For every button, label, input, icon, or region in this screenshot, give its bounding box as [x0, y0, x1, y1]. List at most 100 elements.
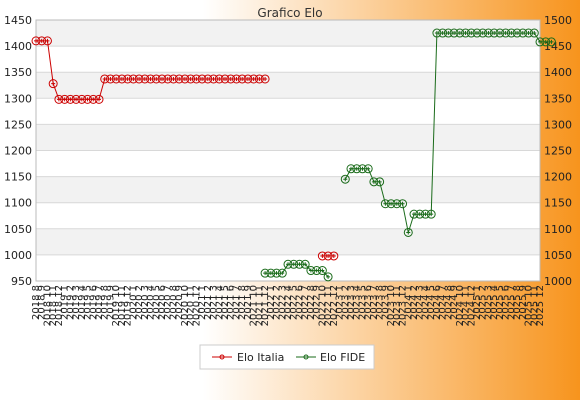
x-tick-label: 2022 8: [306, 285, 317, 320]
x-tick-label: 2023 10: [386, 285, 397, 326]
x-tick-label: 2021 3: [209, 285, 220, 320]
legend-fide-marker: [303, 354, 309, 360]
left-axis-ticks: 950 1000 1050 1100 1150 1200 1250 1300 1350 1400 1…: [4, 14, 32, 288]
data-point-fide: [323, 272, 333, 282]
data-point-cross: [532, 31, 537, 36]
x-tick-label: 2019 10: [111, 285, 122, 326]
x-tick-label: 2024 12: [466, 285, 477, 326]
x-tick-label: 2018 9: [37, 285, 48, 320]
left-tick-label: 1200: [4, 145, 32, 158]
right-tick-label: 1400: [544, 66, 572, 79]
x-tick-label: 2020 12: [191, 285, 202, 326]
data-point-cross: [326, 274, 331, 279]
x-tick-label: 2018 10: [42, 285, 53, 326]
data-point-italia: [260, 74, 270, 84]
left-tick-label: 1050: [4, 223, 32, 236]
x-tick-label: 2021 9: [243, 285, 254, 320]
x-tick-label: 2021 5: [220, 285, 231, 320]
x-tick-label: 2022 1: [266, 285, 277, 320]
data-point-italia: [94, 94, 104, 104]
right-axis-ticks: 1000105011001150120012501300135014001450…: [544, 14, 572, 288]
data-point-cross: [406, 230, 411, 235]
x-tick-label: 2025 12: [535, 285, 546, 326]
right-tick-label: 1000: [544, 275, 572, 288]
right-tick-label: 1150: [544, 197, 572, 210]
x-tick-label: 2020 7: [163, 285, 174, 320]
series-layer: [31, 28, 556, 282]
data-point-cross: [377, 179, 382, 184]
x-tick-label: 2021 11: [254, 285, 265, 326]
x-tick-label: 2019 12: [123, 285, 134, 326]
data-point-italia: [329, 251, 339, 261]
x-tick-label: 2024 4: [420, 285, 431, 320]
x-tick-label: 2025 6: [501, 285, 512, 320]
x-tick-label: 2020 9: [174, 285, 185, 320]
x-tick-label: 2023 9: [380, 285, 391, 320]
x-tick-label: 2022 5: [289, 285, 300, 320]
x-tick-label: 2022 12: [329, 285, 340, 326]
data-point-fide: [317, 266, 327, 276]
x-tick-label: 2023 6: [363, 285, 374, 320]
x-tick-label: 2023 11: [392, 285, 403, 326]
data-point-fide: [398, 199, 408, 209]
x-tick-label: 2020 2: [134, 285, 145, 320]
x-tick-label: 2025 9: [518, 285, 529, 320]
x-tick-label: 2021 12: [260, 285, 271, 326]
x-tick-label: 2024 6: [432, 285, 443, 320]
x-tick-label: 2020 10: [180, 285, 191, 326]
x-tick-label: 2025 4: [489, 285, 500, 320]
left-tick-label: 1350: [4, 66, 32, 79]
x-tick-label: 2020 11: [186, 285, 197, 326]
x-tick-label: 2023 5: [357, 285, 368, 320]
x-tick-label: 2024 5: [426, 285, 437, 320]
x-tick-label: 2020 8: [168, 285, 179, 320]
data-point-fide: [375, 177, 385, 187]
x-tick-label: 2018 11: [48, 285, 59, 326]
data-point-fide: [277, 268, 287, 278]
data-point-italia: [42, 36, 52, 46]
x-tick-label: 2023 7: [369, 285, 380, 320]
legend-fide-label: Elo FIDE: [320, 351, 365, 364]
data-point-cross: [263, 76, 268, 81]
x-tick-label: 2025 5: [495, 285, 506, 320]
x-tick-label: 2022 4: [283, 285, 294, 320]
x-tick-label: 2025 11: [529, 285, 540, 326]
x-tick-label: 2023 2: [340, 285, 351, 320]
grid-band: [36, 228, 540, 255]
data-point-fide: [403, 227, 413, 237]
x-tick-label: 2018 8: [31, 285, 42, 320]
grid-band: [36, 72, 540, 99]
x-tick-label: 2022 6: [294, 285, 305, 320]
x-tick-label: 2021 1: [197, 285, 208, 320]
x-tick-label: 2022 2: [272, 285, 283, 320]
x-tick-label: 2019 7: [94, 285, 105, 320]
x-tick-label: 2018 12: [54, 285, 65, 326]
data-point-fide: [363, 164, 373, 174]
x-tick-label: 2025 2: [478, 285, 489, 320]
x-tick-label: 2024 11: [461, 285, 472, 326]
x-tick-label: 2019 6: [88, 285, 99, 320]
x-tick-label: 2025 3: [483, 285, 494, 320]
data-point-fide: [340, 174, 350, 184]
x-tick-label: 2025 10: [524, 285, 535, 326]
left-tick-label: 1300: [4, 92, 32, 105]
data-point-cross: [429, 212, 434, 217]
x-tick-label: 2024 10: [455, 285, 466, 326]
x-tick-label: 2019 1: [60, 285, 71, 320]
x-tick-label: 2022 7: [300, 285, 311, 320]
data-point-cross: [51, 81, 56, 86]
data-point-cross: [331, 253, 336, 258]
data-point-cross: [400, 201, 405, 206]
right-tick-label: 1050: [544, 249, 572, 262]
right-tick-label: 1250: [544, 145, 572, 158]
data-point-cross: [45, 38, 50, 43]
x-tick-label: 2019 8: [100, 285, 111, 320]
data-point-cross: [97, 97, 101, 102]
left-tick-label: 1100: [4, 197, 32, 210]
x-tick-label: 2020 5: [151, 285, 162, 320]
left-tick-label: 1250: [4, 118, 32, 131]
x-tick-label: 2019 5: [83, 285, 94, 320]
